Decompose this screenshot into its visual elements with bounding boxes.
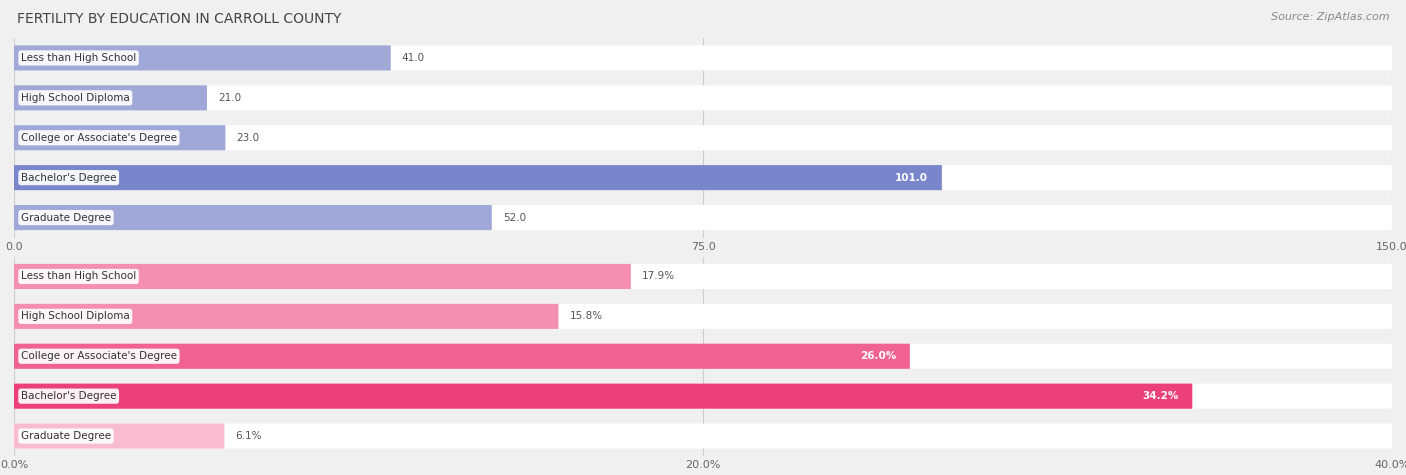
Text: Source: ZipAtlas.com: Source: ZipAtlas.com [1271, 12, 1389, 22]
FancyBboxPatch shape [14, 165, 1392, 190]
FancyBboxPatch shape [14, 344, 910, 369]
Text: College or Associate's Degree: College or Associate's Degree [21, 133, 177, 143]
Text: 17.9%: 17.9% [641, 271, 675, 282]
FancyBboxPatch shape [14, 86, 1392, 110]
Text: 26.0%: 26.0% [859, 351, 896, 361]
Text: 23.0: 23.0 [236, 133, 260, 143]
Text: Bachelor's Degree: Bachelor's Degree [21, 172, 117, 183]
Text: 6.1%: 6.1% [235, 431, 262, 441]
Text: 41.0: 41.0 [402, 53, 425, 63]
Text: Less than High School: Less than High School [21, 271, 136, 282]
FancyBboxPatch shape [14, 424, 1392, 448]
FancyBboxPatch shape [14, 264, 631, 289]
FancyBboxPatch shape [14, 384, 1192, 408]
FancyBboxPatch shape [14, 304, 558, 329]
FancyBboxPatch shape [14, 125, 225, 150]
FancyBboxPatch shape [14, 384, 1392, 408]
FancyBboxPatch shape [14, 205, 1392, 230]
Text: 52.0: 52.0 [503, 212, 526, 223]
Text: Graduate Degree: Graduate Degree [21, 212, 111, 223]
FancyBboxPatch shape [14, 424, 225, 448]
Text: 34.2%: 34.2% [1142, 391, 1178, 401]
Text: FERTILITY BY EDUCATION IN CARROLL COUNTY: FERTILITY BY EDUCATION IN CARROLL COUNTY [17, 12, 342, 26]
FancyBboxPatch shape [14, 205, 492, 230]
Text: 21.0: 21.0 [218, 93, 240, 103]
FancyBboxPatch shape [14, 46, 391, 70]
FancyBboxPatch shape [14, 86, 207, 110]
Text: College or Associate's Degree: College or Associate's Degree [21, 351, 177, 361]
FancyBboxPatch shape [14, 125, 1392, 150]
Text: High School Diploma: High School Diploma [21, 311, 129, 322]
FancyBboxPatch shape [14, 46, 1392, 70]
FancyBboxPatch shape [14, 304, 1392, 329]
FancyBboxPatch shape [14, 264, 1392, 289]
Text: Bachelor's Degree: Bachelor's Degree [21, 391, 117, 401]
FancyBboxPatch shape [14, 165, 942, 190]
Text: Less than High School: Less than High School [21, 53, 136, 63]
Text: High School Diploma: High School Diploma [21, 93, 129, 103]
Text: 101.0: 101.0 [896, 172, 928, 183]
Text: Graduate Degree: Graduate Degree [21, 431, 111, 441]
FancyBboxPatch shape [14, 344, 1392, 369]
Text: 15.8%: 15.8% [569, 311, 602, 322]
